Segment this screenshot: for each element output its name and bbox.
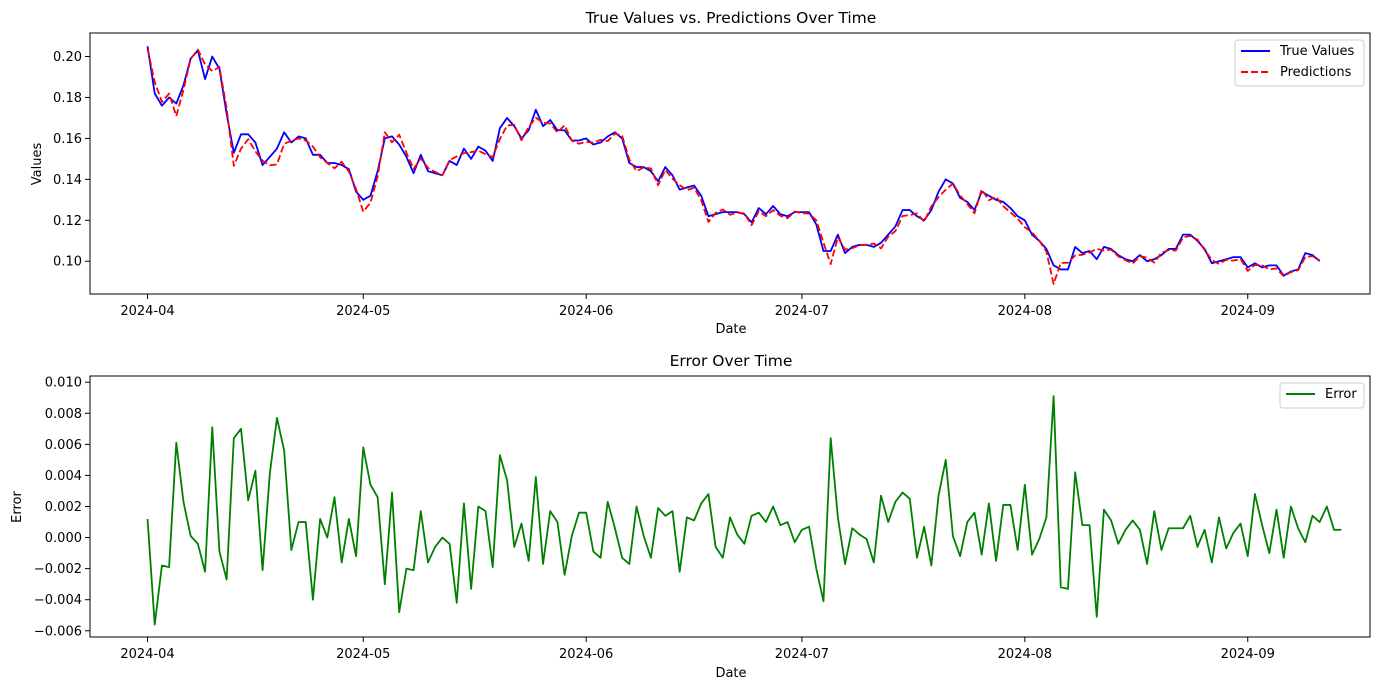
- y-tick-label: −0.006: [34, 624, 82, 639]
- y-tick-label: −0.004: [34, 593, 82, 608]
- y-tick-label: 0.004: [45, 469, 82, 484]
- x-tick-label: 2024-09: [1221, 647, 1275, 662]
- legend-label-true-values: True Values: [1279, 44, 1354, 59]
- y-tick-label: −0.002: [34, 562, 82, 577]
- x-tick-label: 2024-08: [998, 304, 1052, 319]
- y-tick-label: 0.008: [45, 407, 82, 422]
- chart-title-values: True Values vs. Predictions Over Time: [585, 9, 877, 27]
- x-tick-label: 2024-07: [775, 647, 829, 662]
- y-tick-label: 0.16: [53, 132, 82, 147]
- y-tick-label: 0.12: [53, 214, 82, 229]
- y-axis-values: 0.10 0.12 0.14 0.16 0.18 0.20: [53, 50, 90, 270]
- x-axis-values: 2024-04 2024-05 2024-06 2024-07 2024-08 2024-…: [120, 294, 1275, 319]
- legend-error: Error: [1279, 382, 1365, 409]
- legend-label-predictions: Predictions: [1280, 65, 1352, 80]
- series-line-predictions: [146, 48, 1321, 285]
- legend-frame: [1279, 382, 1365, 409]
- y-axis-error: −0.006 −0.004 −0.002 0.000 0.002 0.004 0.006 0.…: [34, 376, 90, 639]
- series-layer-error: [146, 395, 1342, 626]
- legend-values: True Values Predictions: [1234, 39, 1365, 87]
- x-axis-label-values: Date: [715, 322, 746, 337]
- y-tick-label: 0.18: [53, 91, 82, 106]
- x-tick-label: 2024-08: [998, 647, 1052, 662]
- y-tick-label: 0.20: [53, 50, 82, 65]
- x-tick-label: 2024-06: [559, 304, 613, 319]
- subplot-values: True Values vs. Predictions Over Time 0.…: [30, 9, 1371, 337]
- y-tick-label: 0.000: [45, 531, 82, 546]
- y-tick-label: 0.010: [45, 376, 82, 391]
- x-tick-label: 2024-05: [336, 304, 390, 319]
- legend-label-error: Error: [1325, 387, 1357, 402]
- y-tick-label: 0.14: [53, 173, 82, 188]
- y-tick-label: 0.002: [45, 500, 82, 515]
- y-axis-label-error: Error: [10, 491, 25, 523]
- y-tick-label: 0.006: [45, 438, 82, 453]
- x-tick-label: 2024-06: [559, 647, 613, 662]
- series-layer-values: [146, 46, 1321, 285]
- y-axis-label-values: Values: [30, 143, 45, 186]
- subplot-error: Error Over Time −0.006 −0.004 −0.002 0.000 0…: [10, 352, 1371, 681]
- plot-frame-error: [89, 375, 1371, 638]
- x-tick-label: 2024-04: [120, 304, 174, 319]
- x-axis-error: 2024-04 2024-05 2024-06 2024-07 2024-08 2024-…: [120, 637, 1275, 662]
- x-tick-label: 2024-04: [120, 647, 174, 662]
- x-tick-label: 2024-07: [775, 304, 829, 319]
- x-tick-label: 2024-09: [1221, 304, 1275, 319]
- plot-frame-values: [89, 32, 1371, 295]
- series-line-error: [146, 395, 1342, 626]
- x-tick-label: 2024-05: [336, 647, 390, 662]
- series-line-true-values: [146, 46, 1321, 277]
- chart-title-error: Error Over Time: [670, 352, 793, 370]
- x-axis-label-error: Date: [715, 666, 746, 681]
- y-tick-label: 0.10: [53, 255, 82, 270]
